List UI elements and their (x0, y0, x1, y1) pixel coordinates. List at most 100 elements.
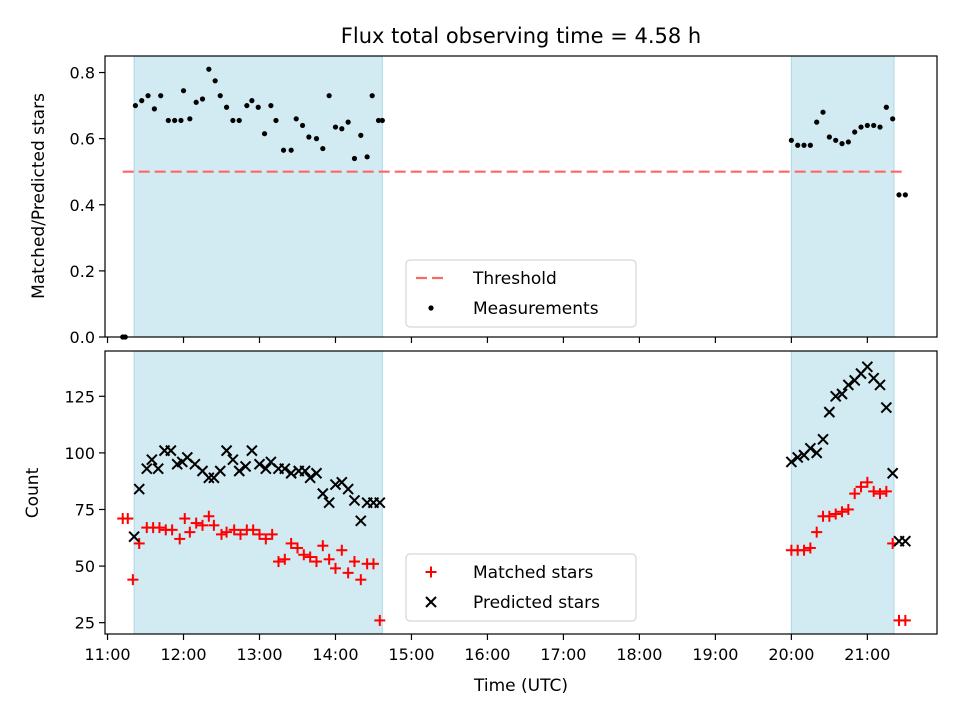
matched-star-point (260, 533, 272, 545)
predicted-star-point (128, 530, 140, 543)
matched-star-point (166, 524, 178, 536)
matched-star-point (804, 542, 816, 554)
measurement-point (801, 142, 807, 148)
measurement-point (795, 142, 801, 148)
measurement-point (833, 137, 839, 143)
predicted-star-point (165, 444, 177, 457)
y-tick-label: 25 (75, 614, 95, 633)
x-tick-label: 11:00 (84, 645, 130, 664)
measurement-point (178, 117, 184, 124)
predicted-star-point (133, 483, 145, 495)
matched-star-point (310, 556, 322, 568)
predicted-star-point (355, 515, 367, 527)
plot-frame (104, 350, 938, 635)
measurement-point (877, 124, 883, 130)
matched-star-point (868, 485, 880, 497)
matched-star-point (184, 526, 196, 538)
predicted-star-point (785, 456, 798, 468)
measurement-point (139, 98, 145, 104)
predicted-star-point (342, 483, 354, 495)
x-tick-label: 17:00 (540, 645, 586, 664)
measurement-point (852, 129, 858, 135)
x-tick-label: 19:00 (692, 645, 738, 664)
matched-star-point (367, 558, 379, 570)
predicted-star-point (304, 472, 316, 484)
measurement-point (883, 104, 889, 110)
x-tick-label: 16:00 (464, 645, 510, 664)
measurement-point (826, 134, 832, 140)
predicted-star-point (874, 379, 886, 391)
matched-star-point (849, 488, 861, 500)
matched-star-point (208, 519, 220, 531)
plot-frame (104, 55, 938, 338)
measurement-point (299, 122, 306, 129)
predicted-star-point (233, 465, 245, 477)
x-tick-label: 15:00 (388, 645, 434, 664)
matched-star-point (153, 522, 165, 534)
predicted-star-point (260, 463, 272, 475)
measurement-point (902, 192, 908, 198)
legend-box (405, 259, 637, 328)
predicted-star-point (823, 406, 836, 418)
measurement-point (217, 93, 223, 99)
matched-star-point (203, 510, 215, 522)
y-tick-label: 125 (64, 387, 95, 406)
y-tick-label: 0.8 (70, 64, 95, 83)
legend-label: Measurements (473, 299, 599, 319)
measurement-point (788, 137, 794, 143)
matched-star-point (811, 526, 823, 538)
observing-band-1 (133, 55, 383, 338)
matched-star-point (285, 537, 297, 549)
x-tick-label: 18:00 (616, 645, 662, 664)
matched-star-point (899, 614, 911, 626)
measurement-point (187, 116, 193, 122)
measurement-point (268, 102, 274, 109)
legend: Matched stars Predicted stars (405, 553, 637, 622)
matched-star-point (127, 574, 139, 586)
measurement-point (288, 147, 294, 153)
matched-star-point (874, 488, 886, 500)
predicted-star-point (299, 465, 311, 477)
predicted-star-point (141, 463, 153, 475)
matched-star-point (266, 528, 278, 540)
y-tick-label: 0.6 (70, 130, 95, 149)
matched-star-point (823, 510, 835, 522)
x-tick-label: 12:00 (160, 645, 206, 664)
top-y-axis-label: Matched/Predicted stars (29, 93, 49, 299)
measurement-point (212, 78, 218, 84)
measurement-point (180, 88, 187, 94)
matched-star-point (291, 542, 303, 554)
legend-label: Predicted stars (473, 593, 600, 613)
measurement-point (379, 117, 385, 124)
measurement-point (193, 99, 199, 105)
measurement-point (320, 145, 326, 152)
measurement-point (165, 117, 171, 124)
measurement-point (230, 117, 236, 124)
measurement-point (364, 154, 370, 160)
matched-star-point (880, 485, 892, 497)
x-tick-label: 14:00 (312, 645, 358, 664)
top-panel-ratio: 0.0 0.2 0.4 0.6 0.8 Threshold Measurements (70, 55, 938, 347)
measurement-point (339, 126, 345, 132)
matched-star-point (861, 476, 873, 488)
predicted-star-point (246, 444, 258, 457)
measurement-point (293, 116, 299, 122)
matched-star-point (190, 517, 202, 529)
predicted-star-point (317, 487, 329, 500)
legend-measurement-swatch (428, 305, 434, 311)
matched-star-point (329, 562, 341, 574)
matched-star-point (197, 519, 209, 531)
matched-star-point (298, 549, 310, 561)
measurement-point (332, 124, 339, 130)
predicted-star-point (804, 442, 817, 455)
measurement-point (820, 109, 826, 115)
y-tick-label: 50 (75, 557, 95, 576)
measurement-point (273, 117, 279, 124)
x-tick-label: 13:00 (236, 645, 282, 664)
predicted-star-point (227, 453, 239, 466)
matched-star-point (836, 506, 848, 518)
predicted-star-point (880, 401, 893, 414)
matched-star-point (798, 544, 810, 556)
measurement-point (858, 124, 864, 130)
legend: Threshold Measurements (405, 259, 637, 328)
